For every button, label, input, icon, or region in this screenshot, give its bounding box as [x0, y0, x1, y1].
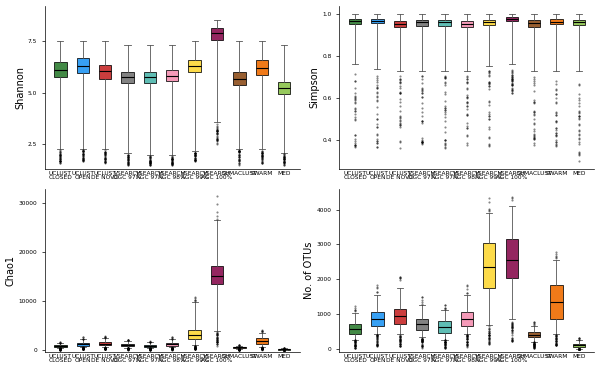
PathPatch shape	[371, 312, 383, 326]
PathPatch shape	[528, 332, 540, 338]
PathPatch shape	[394, 308, 406, 324]
PathPatch shape	[439, 321, 451, 332]
PathPatch shape	[77, 343, 89, 346]
PathPatch shape	[439, 20, 451, 26]
Y-axis label: No. of OTUs: No. of OTUs	[304, 242, 314, 299]
PathPatch shape	[461, 21, 473, 27]
PathPatch shape	[550, 284, 563, 319]
PathPatch shape	[166, 343, 178, 346]
PathPatch shape	[416, 20, 428, 26]
PathPatch shape	[77, 58, 89, 73]
PathPatch shape	[278, 349, 290, 350]
PathPatch shape	[211, 266, 223, 283]
PathPatch shape	[416, 319, 428, 330]
PathPatch shape	[349, 324, 361, 334]
PathPatch shape	[144, 72, 156, 83]
PathPatch shape	[54, 62, 67, 77]
PathPatch shape	[506, 17, 518, 21]
PathPatch shape	[54, 345, 67, 347]
PathPatch shape	[483, 20, 496, 25]
PathPatch shape	[394, 21, 406, 27]
PathPatch shape	[166, 70, 178, 81]
PathPatch shape	[528, 20, 540, 27]
PathPatch shape	[349, 19, 361, 24]
PathPatch shape	[278, 82, 290, 94]
PathPatch shape	[483, 243, 496, 288]
PathPatch shape	[572, 20, 585, 25]
PathPatch shape	[188, 61, 201, 72]
PathPatch shape	[506, 239, 518, 277]
PathPatch shape	[461, 312, 473, 326]
PathPatch shape	[233, 347, 245, 348]
PathPatch shape	[211, 28, 223, 40]
PathPatch shape	[99, 65, 111, 79]
Y-axis label: Simpson: Simpson	[310, 66, 320, 108]
PathPatch shape	[144, 345, 156, 347]
Y-axis label: Chao1: Chao1	[5, 255, 16, 286]
PathPatch shape	[572, 344, 585, 347]
PathPatch shape	[121, 72, 134, 83]
PathPatch shape	[256, 338, 268, 344]
PathPatch shape	[99, 342, 111, 345]
PathPatch shape	[550, 19, 563, 24]
Y-axis label: Shannon: Shannon	[15, 66, 25, 109]
PathPatch shape	[121, 344, 134, 346]
PathPatch shape	[233, 72, 245, 85]
PathPatch shape	[256, 61, 268, 75]
PathPatch shape	[371, 18, 383, 23]
PathPatch shape	[188, 330, 201, 338]
